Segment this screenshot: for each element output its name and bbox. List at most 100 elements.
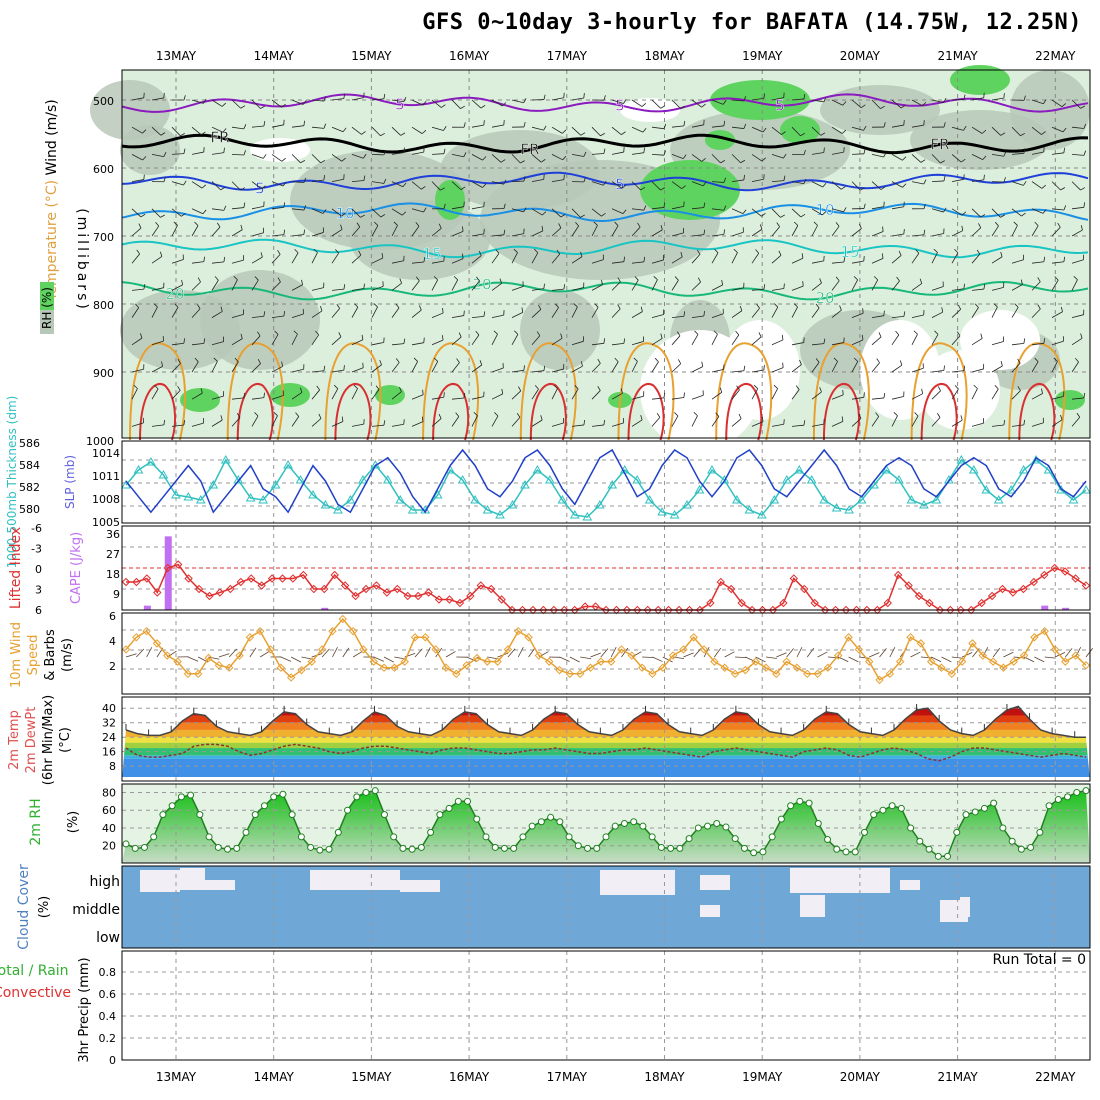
rh-point	[722, 823, 730, 831]
wind-barb	[634, 276, 639, 281]
isotherm-label: 5	[255, 179, 265, 197]
wind-barb	[993, 303, 998, 308]
wind-barb	[249, 647, 257, 658]
wind-barb	[691, 181, 704, 187]
wind-barb	[591, 259, 604, 264]
wind-barb	[271, 281, 281, 291]
wind-barb	[403, 147, 405, 153]
wind-barb	[511, 334, 519, 345]
temperature-plume	[812, 342, 870, 441]
wind-barb	[1083, 202, 1086, 208]
wind-barb	[1031, 422, 1044, 427]
rh-point	[897, 804, 905, 812]
wind-barb	[281, 361, 284, 367]
wind-barb	[991, 388, 999, 400]
rh-point	[833, 845, 841, 853]
wind-barb	[291, 313, 304, 318]
wind-barb	[631, 651, 642, 658]
thickness-point	[819, 494, 830, 504]
wind-speed-point	[338, 614, 347, 624]
lifted-index-point	[987, 591, 997, 601]
wind-barb	[691, 281, 701, 291]
cape-bar	[1062, 607, 1070, 610]
wind-barb	[891, 396, 904, 400]
wind-barb	[371, 257, 384, 264]
wind-barb	[291, 154, 301, 164]
wind-barb	[1071, 279, 1078, 291]
rh-point	[777, 815, 785, 823]
wind-barb	[294, 248, 299, 254]
wind-barb	[502, 102, 507, 107]
wind-barb	[371, 285, 384, 291]
wind-barb	[341, 416, 344, 422]
wind-barb	[460, 186, 466, 190]
wind-barb	[643, 147, 645, 153]
wind-barb	[831, 280, 840, 291]
wind-barb	[160, 214, 165, 218]
wind-barb	[671, 280, 679, 291]
thickness-point	[894, 474, 904, 484]
wind-barb	[651, 279, 658, 291]
lifted-index-point	[737, 598, 746, 608]
wind-barb	[611, 126, 622, 135]
thickness-point	[470, 494, 480, 504]
thickness-point	[171, 489, 181, 499]
wind-barb	[311, 232, 324, 237]
wind-barb	[831, 394, 844, 400]
wind-barb	[302, 100, 307, 105]
rh-point	[860, 828, 868, 836]
wind-barb	[863, 148, 866, 154]
wind-barb	[951, 126, 964, 131]
rh-point	[759, 848, 767, 856]
wind-speed-point	[637, 663, 647, 672]
wind-barb	[1037, 304, 1041, 310]
wind-barb	[961, 225, 964, 231]
temperature-band	[122, 742, 1090, 749]
wind-barb	[671, 363, 681, 373]
y-tick-label: 40	[102, 702, 116, 715]
lifted-index-point	[977, 598, 986, 608]
wind-barb	[171, 390, 181, 400]
wind-barb	[1023, 419, 1026, 425]
wind-barb	[391, 225, 398, 237]
thickness-point	[407, 504, 418, 514]
rh-point	[214, 843, 222, 851]
wind-barb	[383, 150, 386, 156]
rh-point	[362, 788, 370, 796]
thickness-point	[457, 474, 468, 484]
right-tick-label: 1005	[92, 516, 120, 529]
wind-barb	[992, 647, 1001, 658]
wind-barb	[1071, 314, 1084, 318]
wind-barb	[758, 332, 762, 338]
wind-barb	[963, 365, 966, 371]
wind-barb	[251, 335, 261, 346]
rh-point	[814, 820, 822, 827]
wind-barb	[517, 647, 524, 658]
lifted-index-point	[184, 574, 193, 583]
wind-barb	[674, 276, 679, 281]
lifted-index-point	[1071, 574, 1080, 583]
wind-barb	[973, 384, 978, 389]
wind-barb	[879, 648, 887, 658]
wind-barb	[151, 365, 163, 373]
wind-barb	[1063, 205, 1067, 211]
date-label-top: 21MAY	[937, 49, 978, 63]
wind-barb	[791, 389, 800, 400]
wind-barb	[724, 651, 735, 658]
wind-speed-point	[854, 645, 864, 654]
wind-barb	[518, 386, 522, 392]
wind-barb	[401, 211, 407, 216]
lifted-index-point	[487, 584, 496, 594]
wind-barb	[591, 153, 604, 155]
wind-barb	[671, 206, 684, 210]
wind-barb	[1003, 651, 1014, 658]
wind-barb	[560, 214, 566, 218]
date-label-bottom: 22MAY	[1035, 1070, 1076, 1084]
wind-barb	[391, 126, 401, 136]
wind-barb	[531, 335, 541, 346]
wind-barb	[1071, 154, 1084, 156]
wind-barb	[543, 94, 546, 100]
wind-barb	[683, 311, 686, 317]
wind-barb	[591, 208, 602, 217]
wind-barb	[691, 366, 703, 373]
